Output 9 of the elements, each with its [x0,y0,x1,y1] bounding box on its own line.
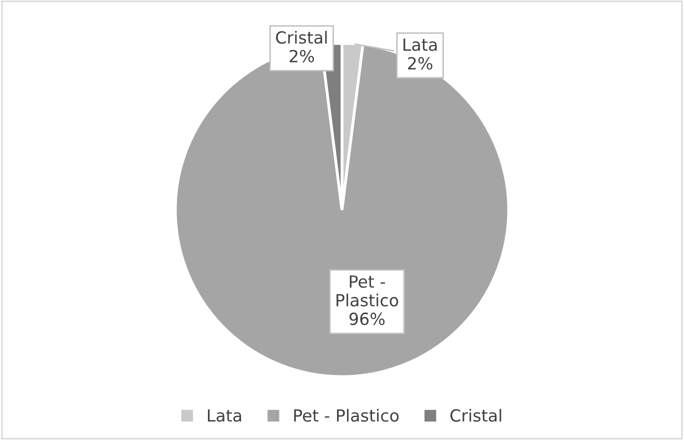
data-label: 96% [350,312,385,326]
slice-label: Lata [404,38,437,51]
data-label: 2% [290,50,314,62]
legend-label: Lata [208,409,242,422]
legend-label: Pet - Plastico [294,408,399,422]
slice-label: Pet - Plastico [336,275,398,307]
data-label: 2% [408,57,432,70]
legend-label: Cristal [450,408,502,422]
slice-label: Cristal [276,30,327,44]
